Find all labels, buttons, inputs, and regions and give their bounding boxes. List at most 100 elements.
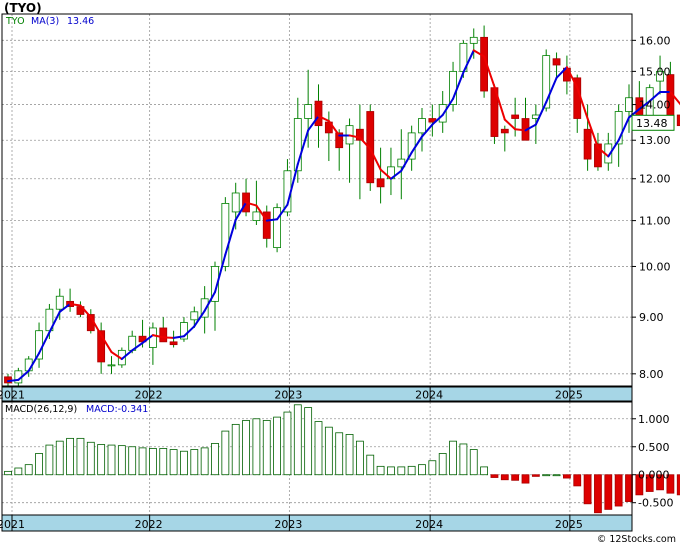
macd-bar: [87, 442, 94, 474]
macd-bar: [398, 467, 405, 475]
candle-body: [419, 119, 426, 133]
candle-body: [56, 296, 63, 309]
macd-bar: [284, 412, 291, 475]
macd-bar: [584, 475, 591, 504]
macd-bar: [222, 431, 229, 475]
price-year-label: 2021: [0, 389, 25, 402]
macd-bar: [243, 420, 250, 474]
macd-bar: [149, 448, 156, 474]
macd-bar: [387, 467, 394, 475]
macd-bar: [315, 422, 322, 475]
macd-bar: [98, 445, 105, 475]
macd-bar: [377, 466, 384, 474]
price-tick-label: 15.00: [639, 65, 671, 78]
macd-bar: [305, 408, 312, 475]
macd-bar: [212, 443, 219, 474]
legend-symbol: TYO: [5, 16, 25, 27]
macd-bar: [5, 471, 12, 474]
macd-bar: [336, 433, 343, 475]
macd-bar: [253, 419, 260, 475]
macd-year-label: 2021: [0, 518, 25, 531]
macd-bar: [615, 475, 622, 506]
price-tick-label: 10.00: [639, 260, 671, 273]
macd-bar: [25, 465, 32, 475]
price-tick-label: 12.00: [639, 173, 671, 186]
macd-year-label: 2023: [274, 518, 302, 531]
candle-body: [170, 342, 177, 345]
macd-bar: [67, 438, 74, 474]
macd-bar: [129, 447, 136, 475]
price-tick-label: 9.00: [639, 311, 664, 324]
price-tick-label: 16.00: [639, 34, 671, 47]
macd-bar: [522, 475, 529, 483]
macd-tick-label: 1.000: [638, 413, 670, 426]
price-year-label: 2025: [555, 389, 583, 402]
macd-bar: [232, 424, 239, 474]
legend-ma-value: 13.46: [67, 16, 94, 27]
candle-body: [232, 193, 239, 212]
macd-bar: [470, 450, 477, 475]
ma-segment: [8, 380, 18, 381]
candle-body: [626, 98, 633, 112]
macd-bar: [491, 475, 498, 478]
macd-bar: [367, 455, 374, 475]
candle-body: [274, 208, 281, 248]
macd-bar: [294, 405, 301, 475]
last-price-badge: 13.48: [632, 115, 674, 130]
macd-bar: [626, 475, 633, 502]
legend-ma-label: MA(3): [31, 16, 59, 27]
macd-year-label: 2025: [555, 518, 583, 531]
macd-bar: [553, 475, 560, 476]
candle-body: [470, 37, 477, 43]
macd-year-band: [2, 515, 632, 531]
macd-bar: [46, 445, 53, 475]
macd-tick-label: -0.500: [638, 497, 673, 510]
price-tick-label: 11.00: [639, 215, 671, 228]
macd-bar: [180, 451, 187, 474]
last-price-label: 13.48: [636, 117, 668, 130]
macd-bar: [160, 448, 167, 474]
macd-bar: [191, 450, 198, 475]
macd-bar: [263, 420, 270, 474]
watermark: © 12Stocks.com: [597, 534, 676, 545]
macd-bar: [574, 475, 581, 486]
macd-bar: [356, 441, 363, 475]
price-tick-label: 14.00: [639, 99, 671, 112]
macd-bar: [605, 475, 612, 510]
macd-bar: [501, 475, 508, 480]
candle-body: [584, 129, 591, 159]
candle-body: [377, 179, 384, 187]
macd-bar: [170, 450, 177, 475]
candle-body: [191, 312, 198, 320]
macd-bar: [481, 467, 488, 475]
candle-body: [160, 328, 167, 342]
macd-bar: [419, 465, 426, 475]
price-year-band: [2, 387, 632, 401]
chart-title: (TYO): [4, 1, 42, 15]
macd-bar: [346, 434, 353, 474]
price-year-label: 2024: [415, 389, 443, 402]
macd-bar: [15, 468, 22, 475]
ma-segment: [267, 219, 277, 220]
ma-segment: [163, 337, 173, 338]
macd-bar: [325, 427, 332, 475]
macd-bar: [563, 475, 570, 478]
candle-body: [315, 101, 322, 125]
price-tick-label: 8.00: [639, 368, 664, 381]
macd-bar: [543, 475, 550, 476]
macd-tick-label: 0.000: [638, 469, 670, 482]
macd-bar: [450, 441, 457, 475]
macd-bar: [460, 444, 467, 475]
candle-body: [553, 59, 560, 65]
macd-bar: [512, 475, 519, 481]
ma-segment: [515, 129, 525, 130]
price-year-label: 2022: [135, 389, 163, 402]
macd-bar: [118, 446, 125, 475]
macd-bar: [429, 461, 436, 475]
macd-year-label: 2024: [415, 518, 443, 531]
macd-bar: [36, 453, 43, 474]
macd-tick-label: 0.500: [638, 441, 670, 454]
macd-bar: [439, 453, 446, 474]
